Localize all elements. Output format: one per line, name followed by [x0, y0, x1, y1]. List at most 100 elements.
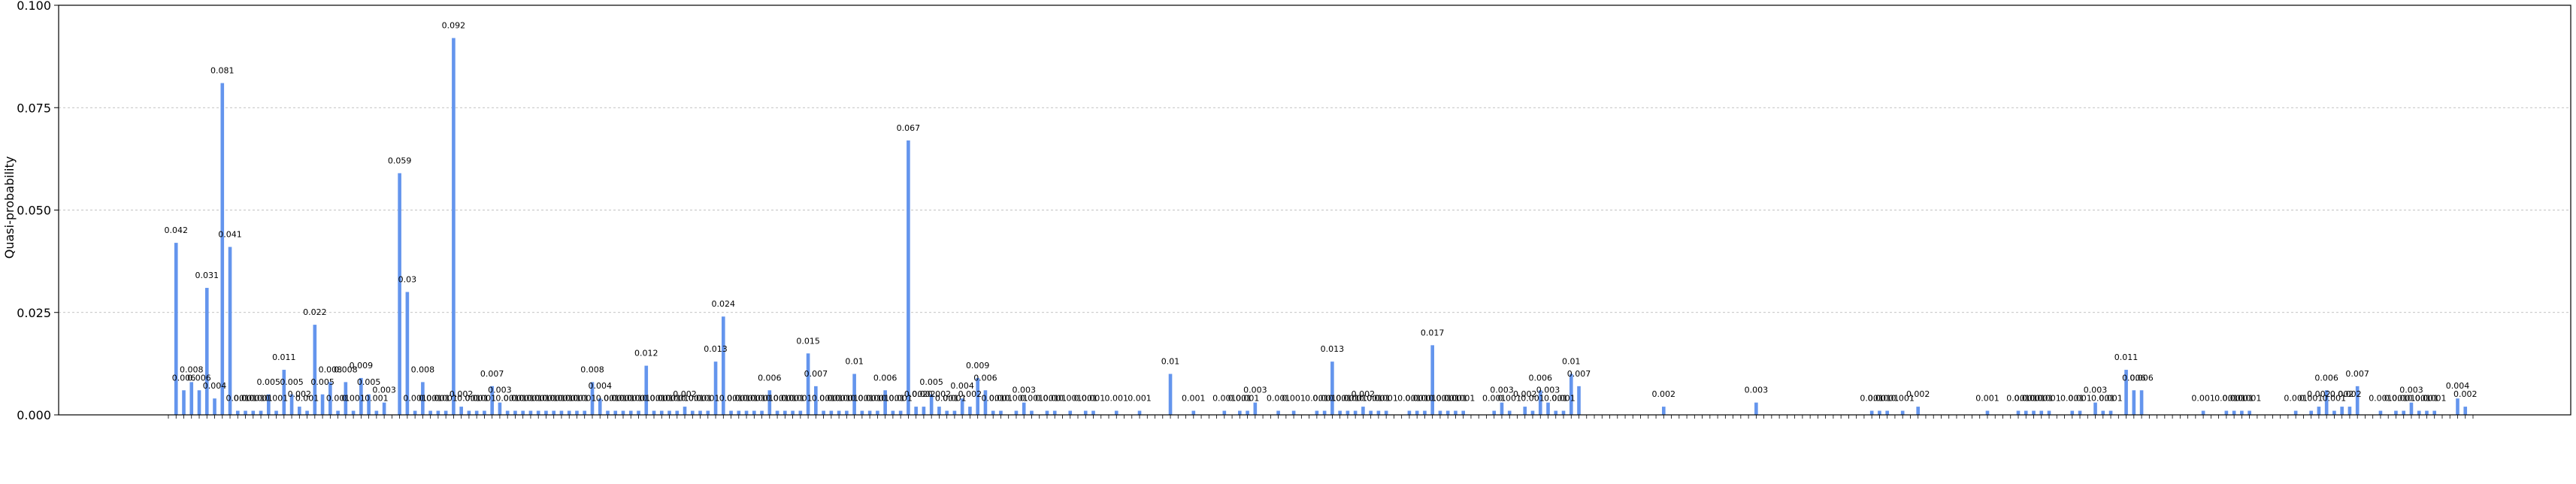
bar-value-label: 0.013 — [704, 344, 728, 354]
bar-value-label: 0.002 — [1352, 389, 1376, 399]
bar-value-label: 0.001 — [341, 394, 365, 404]
bar — [521, 410, 525, 415]
bar — [413, 410, 417, 415]
bar-value-label: 0.004 — [950, 381, 974, 391]
bar — [313, 325, 317, 415]
bar-value-label: 0.003 — [1536, 386, 1560, 395]
bar — [1754, 402, 1758, 415]
bar — [228, 247, 232, 415]
bar — [1869, 410, 1874, 415]
bar-value-label: 0.001 — [604, 394, 628, 404]
bar — [2425, 410, 2429, 415]
bar-value-label: 0.003 — [2399, 386, 2423, 395]
bar-value-label: 0.008 — [334, 365, 358, 374]
bar-value-label: 0.001 — [1267, 394, 1291, 404]
bar — [174, 243, 178, 415]
bar — [2293, 410, 2298, 415]
bar-value-label: 0.001 — [473, 394, 497, 404]
bar-value-label: 0.006 — [973, 373, 997, 383]
bar-value-label: 0.01 — [1161, 357, 1180, 367]
bar — [683, 407, 687, 415]
bar-value-label: 0.001 — [2022, 394, 2046, 404]
bar-value-label: 0.001 — [627, 394, 651, 404]
bar-value-label: 0.001 — [2030, 394, 2054, 404]
bar — [1052, 410, 1057, 415]
bar-value-label: 0.001 — [989, 394, 1013, 404]
bar-value-label: 0.001 — [557, 394, 581, 404]
bar-value-label: 0.001 — [1890, 394, 1915, 404]
bar-value-label: 0.005 — [357, 377, 381, 387]
plot-frame — [58, 5, 2571, 416]
bar — [2347, 407, 2352, 415]
bar-value-label: 0.003 — [1745, 386, 1769, 395]
bar — [220, 83, 225, 416]
bar-value-label: 0.042 — [165, 225, 189, 235]
bar-value-label: 0.002 — [2330, 389, 2354, 399]
bar-value-label: 0.001 — [1312, 394, 1336, 404]
bar-value-label: 0.001 — [827, 394, 851, 404]
bar — [2232, 410, 2236, 415]
bar — [2463, 407, 2468, 415]
bar — [266, 394, 271, 415]
bar — [2132, 390, 2136, 415]
bar-value-label: 0.001 — [1336, 394, 1360, 404]
bar — [244, 410, 247, 415]
bar — [382, 402, 386, 415]
bar — [1407, 410, 1412, 415]
bar-value-label: 0.004 — [588, 381, 612, 391]
bar-value-label: 0.001 — [658, 394, 682, 404]
bar — [1238, 410, 1242, 415]
bar-value-label: 0.001 — [2222, 394, 2246, 404]
bar — [197, 390, 201, 415]
bar — [644, 365, 649, 415]
bar — [1569, 374, 1573, 415]
bar-value-label: 0.001 — [1428, 394, 1452, 404]
bar-value-label: 0.012 — [634, 349, 658, 358]
bar — [822, 410, 825, 415]
bar — [791, 410, 795, 415]
bar-value-label: 0.003 — [2084, 386, 2108, 395]
bar-value-label: 0.001 — [2423, 394, 2447, 404]
bar — [914, 407, 918, 415]
bar — [1346, 410, 1350, 415]
bar — [344, 382, 348, 415]
bar-value-label: 0.002 — [958, 389, 982, 399]
bar — [1045, 410, 1049, 415]
bar — [621, 410, 625, 415]
bar-value-label: 0.01 — [845, 357, 864, 367]
bar — [336, 410, 340, 415]
bar-value-label: 0.001 — [727, 394, 751, 404]
bar — [2332, 410, 2336, 415]
bar-value-label: 0.001 — [2060, 394, 2084, 404]
bar-value-label: 0.001 — [1444, 394, 1468, 404]
bar-value-label: 0.002 — [1652, 389, 1676, 399]
bar-value-label: 0.002 — [2453, 389, 2478, 399]
bar — [690, 410, 695, 415]
bar-value-label: 0.001 — [465, 394, 489, 404]
bar-value-label: 0.001 — [519, 394, 543, 404]
bar — [2093, 402, 2097, 415]
bar-value-label: 0.001 — [2323, 394, 2347, 404]
bar-value-label: 0.001 — [2214, 394, 2238, 404]
bar — [698, 410, 702, 415]
bar — [1338, 410, 1342, 415]
bar — [876, 410, 879, 415]
bar-value-label: 0.001 — [681, 394, 705, 404]
bar-value-label: 0.009 — [966, 361, 990, 371]
bar — [590, 382, 595, 415]
bar — [2317, 407, 2321, 415]
bar — [2124, 370, 2128, 415]
bar — [960, 398, 964, 415]
bar-value-label: 0.001 — [2006, 394, 2030, 404]
bar — [1454, 410, 1458, 415]
bar-value-label: 0.001 — [888, 394, 913, 404]
bar-value-label: 0.006 — [187, 373, 211, 383]
bar-value-label: 0.001 — [2384, 394, 2408, 404]
bar — [2139, 390, 2144, 415]
bar-value-label: 0.001 — [1128, 394, 1152, 404]
bar-value-label: 0.001 — [1359, 394, 1383, 404]
bar-value-label: 0.002 — [2338, 389, 2362, 399]
bar — [2078, 410, 2082, 415]
bar-value-label: 0.001 — [1451, 394, 1476, 404]
bar — [1384, 410, 1388, 415]
